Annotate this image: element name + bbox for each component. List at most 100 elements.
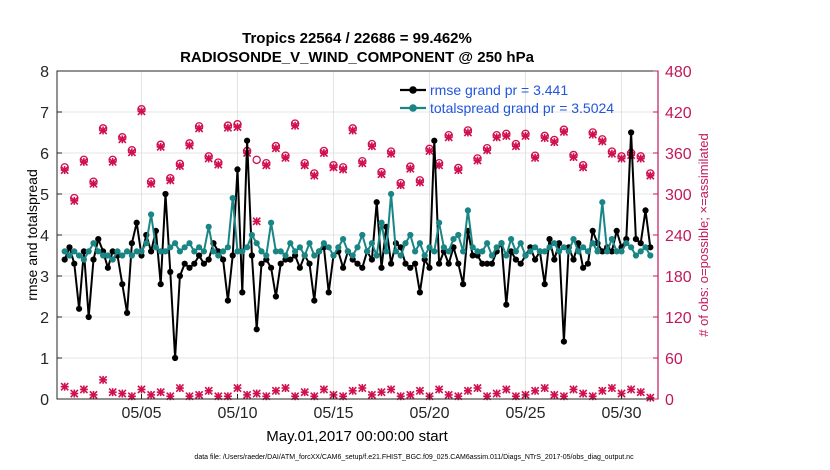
y-tick-label: 4	[40, 228, 49, 245]
obs-assimilated-bottom-marker	[434, 385, 444, 394]
obs-assimilated-bottom-marker	[89, 390, 98, 400]
totalspread-point	[267, 219, 275, 226]
totalspread-point	[498, 240, 505, 247]
rmse-point	[200, 260, 207, 267]
totalspread-point	[440, 244, 448, 251]
totalspread-point	[445, 248, 452, 255]
y2-tick-label: 480	[665, 64, 692, 81]
totalspread-point	[234, 248, 241, 255]
totalspread-point	[541, 248, 548, 255]
y-tick-label: 6	[40, 146, 49, 163]
rmse-point	[311, 297, 318, 304]
obs-assimilated-marker	[434, 161, 444, 170]
rmse-point	[104, 264, 111, 271]
rmse-point	[71, 260, 78, 267]
axes: 0 1 2 3 4 5 6 7 8 0 60 120 180 240 300 360 420 480 05/05 05…	[40, 64, 692, 422]
totalspread-point	[85, 248, 92, 255]
totalspread-point	[604, 248, 611, 255]
totalspread-point	[402, 240, 409, 247]
obs-assimilated-marker	[396, 180, 405, 190]
obs-assimilated-bottom-marker	[175, 383, 185, 393]
obs-assimilated-marker	[300, 161, 309, 170]
totalspread-point	[392, 248, 400, 255]
totalspread-point	[123, 248, 131, 255]
obs-assimilated-marker	[463, 128, 473, 137]
y-axis-label: rmse and totalspread	[24, 169, 40, 301]
totalspread-point	[522, 252, 529, 259]
totalspread-point	[618, 248, 625, 255]
obs-assimilated-marker	[550, 137, 559, 147]
rmse-point	[368, 256, 376, 263]
totalspread-point	[181, 244, 188, 251]
rmse-point	[628, 129, 635, 136]
totalspread-point	[287, 240, 294, 247]
x-tick-label: 05/30	[601, 405, 641, 422]
totalspread-point	[560, 244, 568, 251]
y2-tick-label: 300	[665, 187, 692, 204]
y2-tick-label: 60	[665, 351, 683, 368]
rmse-point	[388, 260, 395, 267]
rmse-point	[109, 248, 116, 255]
totalspread-point	[383, 248, 390, 255]
series-lines	[61, 129, 654, 362]
obs-assimilated-bottom-marker	[194, 390, 204, 400]
obs-assimilated-marker	[502, 131, 511, 141]
rmse-point	[267, 264, 275, 271]
rmse-point	[85, 313, 92, 321]
rmse-point	[589, 227, 596, 234]
obs-assimilated-bottom-marker	[348, 386, 357, 395]
obs-assimilated-marker	[127, 148, 137, 157]
obs-assimilated-marker	[358, 159, 367, 168]
rmse-point	[195, 252, 203, 259]
totalspread-point	[311, 252, 318, 259]
totalspread-point	[464, 207, 472, 214]
obs-assimilated-marker	[281, 153, 290, 162]
totalspread-point	[171, 240, 179, 247]
totalspread-point	[349, 252, 356, 259]
obs-assimilated-bottom-marker	[156, 388, 165, 397]
totalspread-point	[157, 248, 164, 255]
totalspread-point	[359, 231, 366, 239]
legend-spread-marker	[409, 104, 417, 112]
rmse-point	[613, 227, 620, 234]
obs-assimilated-marker	[185, 141, 194, 150]
rmse-point	[560, 338, 568, 345]
totalspread-point	[152, 244, 159, 251]
totalspread-point	[416, 240, 424, 247]
rmse-point	[90, 256, 97, 263]
obs-assimilated-marker	[271, 144, 281, 153]
totalspread-point	[282, 252, 289, 259]
totalspread-point	[455, 231, 462, 239]
totalspread-point	[306, 240, 313, 247]
obs-assimilated-marker	[569, 152, 578, 162]
totalspread-point	[450, 236, 457, 243]
rmse-point	[224, 297, 231, 304]
rmse-point	[479, 260, 486, 267]
totalspread-point	[80, 256, 87, 263]
totalspread-point	[460, 248, 467, 255]
totalspread-point	[368, 240, 376, 247]
totalspread-point	[253, 240, 260, 247]
obs-assimilated-bottom-marker	[540, 383, 549, 393]
x-tick-label: 05/20	[409, 405, 449, 422]
obs-assimilated-bottom-marker	[319, 385, 329, 394]
rmse-point	[123, 309, 131, 316]
totalspread-point	[162, 248, 169, 255]
obs-assimilated-marker	[137, 107, 146, 116]
obs-assimilated-marker	[290, 121, 300, 130]
rmse-point	[239, 289, 246, 296]
obs-assimilated-marker	[70, 196, 79, 205]
totalspread-point	[556, 248, 563, 255]
rmse-point	[508, 248, 515, 255]
rmse-point	[339, 264, 347, 271]
obs-assimilated-marker	[607, 149, 617, 158]
rmse-point	[66, 244, 73, 251]
obs-assimilated-marker	[310, 171, 319, 180]
totalspread-point	[608, 236, 616, 243]
x-tick-label: 05/05	[121, 405, 161, 422]
obs-assimilated-marker	[492, 133, 501, 142]
totalspread-point	[176, 248, 183, 255]
totalspread-point	[205, 223, 212, 230]
y2-tick-label: 360	[665, 146, 692, 163]
y-tick-label: 0	[40, 392, 49, 409]
